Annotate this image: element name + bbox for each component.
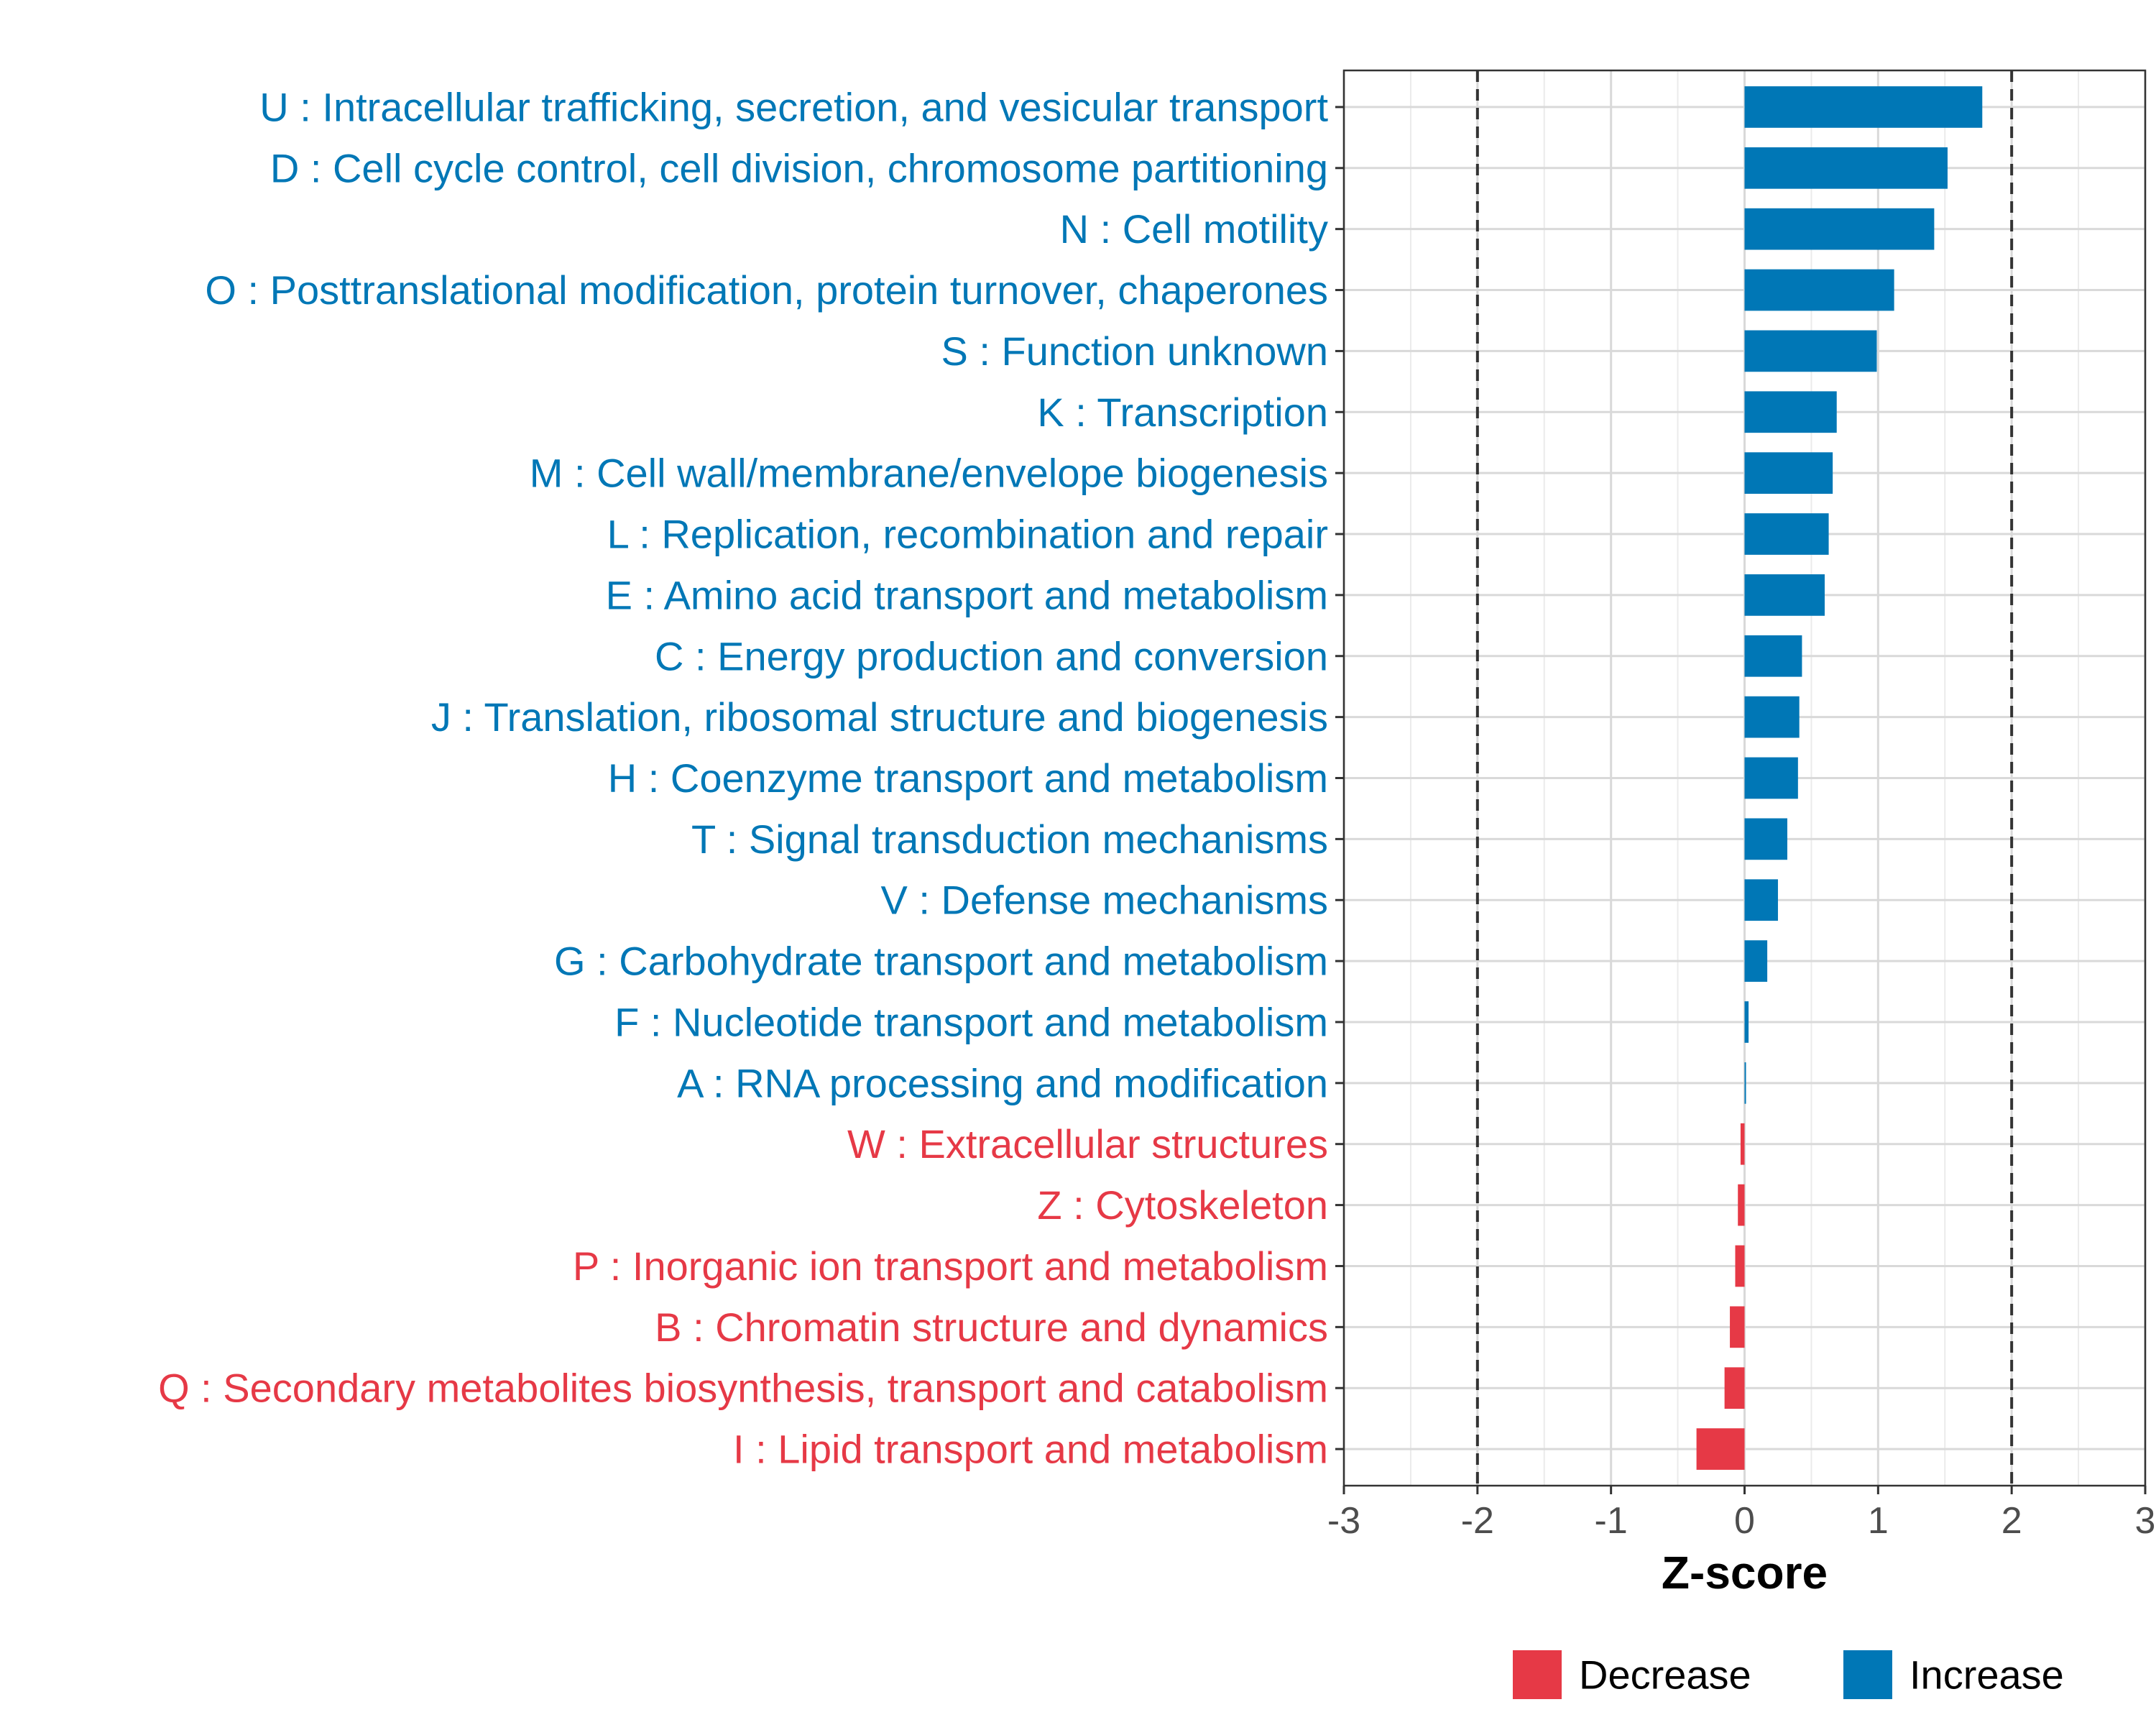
category-label: T : Signal transduction mechanisms: [691, 816, 1328, 862]
bar: [1744, 86, 1983, 128]
category-label: J : Translation, ribosomal structure and…: [431, 694, 1328, 740]
bar: [1744, 818, 1787, 860]
bar: [1744, 513, 1829, 555]
bar: [1696, 1428, 1745, 1470]
legend-label-decrease: Decrease: [1579, 1652, 1751, 1698]
bar: [1744, 391, 1837, 433]
x-tick-label: 3: [2135, 1500, 2156, 1542]
reference-lines: [1475, 70, 2014, 1486]
x-tick-label: -3: [1327, 1500, 1360, 1542]
bars: [1696, 86, 1983, 1470]
bar: [1744, 879, 1778, 921]
bar: [1744, 147, 1948, 189]
bar: [1744, 696, 1800, 738]
category-label: B : Chromatin structure and dynamics: [655, 1305, 1328, 1350]
bar: [1735, 1245, 1745, 1287]
bar: [1744, 1062, 1746, 1104]
bar: [1740, 1123, 1745, 1165]
category-label: E : Amino acid transport and metabolism: [606, 572, 1328, 617]
x-tick-label: 2: [2001, 1500, 2022, 1542]
category-label: D : Cell cycle control, cell division, c…: [270, 145, 1328, 190]
category-labels: U : Intracellular trafficking, secretion…: [158, 84, 1328, 1471]
bar: [1744, 452, 1833, 494]
bar: [1744, 1001, 1749, 1043]
bar: [1744, 330, 1877, 372]
category-label: L : Replication, recombination and repai…: [607, 512, 1328, 557]
category-label: G : Carbohydrate transport and metabolis…: [554, 939, 1328, 984]
category-label: W : Extracellular structures: [847, 1121, 1328, 1167]
bar: [1744, 635, 1802, 677]
legend: Decrease Increase: [1513, 1650, 2064, 1699]
legend-key-increase: [1843, 1650, 1892, 1699]
x-tick-label: -2: [1461, 1500, 1494, 1542]
bar: [1744, 208, 1935, 250]
bar: [1744, 757, 1798, 799]
x-tick-label: 1: [1868, 1500, 1889, 1542]
category-label: Z : Cytoskeleton: [1037, 1182, 1328, 1228]
legend-key-decrease: [1513, 1650, 1562, 1699]
legend-label-increase: Increase: [1909, 1652, 2064, 1698]
category-label: Q : Secondary metabolites biosynthesis, …: [158, 1366, 1328, 1411]
bar: [1738, 1184, 1745, 1226]
category-label: N : Cell motility: [1060, 206, 1328, 252]
category-label: O : Posttranslational modification, prot…: [205, 267, 1328, 313]
x-axis-title: Z-score: [1662, 1547, 1828, 1598]
category-label: K : Transcription: [1037, 390, 1328, 435]
category-label: P : Inorganic ion transport and metaboli…: [573, 1243, 1328, 1289]
category-label: U : Intracellular trafficking, secretion…: [259, 84, 1328, 129]
bar: [1730, 1306, 1745, 1348]
x-tick-label: -1: [1595, 1500, 1628, 1542]
category-label: V : Defense mechanisms: [881, 878, 1328, 923]
category-label: A : RNA processing and modification: [677, 1060, 1328, 1105]
y-axis-ticks: [1335, 106, 1344, 1450]
x-axis-ticks: -3 -2 -1 0 1 2 3: [1327, 1486, 2156, 1542]
bar: [1744, 269, 1894, 311]
category-label: H : Coenzyme transport and metabolism: [608, 755, 1328, 801]
category-label: C : Energy production and conversion: [655, 633, 1328, 678]
category-label: S : Function unknown: [941, 328, 1328, 374]
category-label: I : Lipid transport and metabolism: [733, 1427, 1328, 1472]
category-label: F : Nucleotide transport and metabolism: [614, 999, 1328, 1044]
bar: [1724, 1367, 1745, 1409]
x-tick-label: 0: [1734, 1500, 1755, 1542]
bar: [1744, 574, 1825, 616]
bar: [1744, 940, 1768, 982]
category-label: M : Cell wall/membrane/envelope biogenes…: [530, 451, 1328, 496]
